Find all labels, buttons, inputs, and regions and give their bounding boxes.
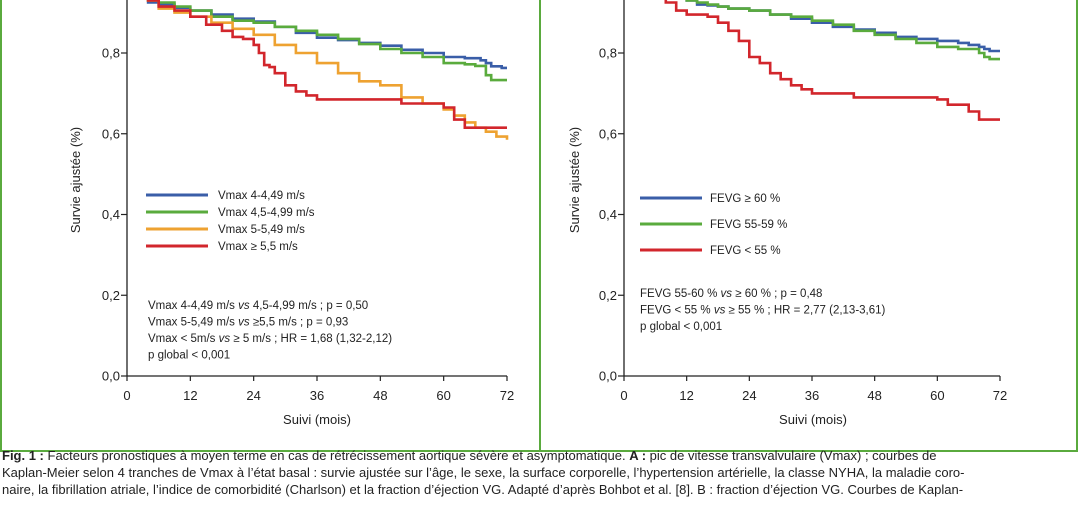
panel-b-annotation-line: FEVG 55-60 % vs ≥ 60 % ; p = 0,48 xyxy=(640,288,822,300)
panel-a-y-tick-label: 0,4 xyxy=(102,207,120,222)
panel-frames xyxy=(0,0,1078,452)
caption-fig-label: Fig. 1 : xyxy=(2,448,48,463)
panel-a-x-tick-label: 24 xyxy=(246,388,260,403)
panel-b-annotation-vs: vs xyxy=(721,288,733,300)
panel-b-y-tick-label: 0,2 xyxy=(599,288,617,303)
panel-b-x-tick-label: 60 xyxy=(930,388,944,403)
panel-b-x-tick-label: 0 xyxy=(620,388,627,403)
panel-a-legend-label: Vmax 4-4,49 m/s xyxy=(218,190,305,202)
panel-a-annotation-rest: 4,5-4,99 m/s ; p = 0,50 xyxy=(250,300,369,312)
panel-a-annotation-line: Vmax 4-4,49 m/s vs 4,5-4,99 m/s ; p = 0,… xyxy=(148,300,368,312)
panel-b-y-tick-label: 0,0 xyxy=(599,369,617,384)
panel-b-xlabel: Suivi (mois) xyxy=(779,412,847,427)
panel-a-xlabel: Suivi (mois) xyxy=(283,412,351,427)
panel-a-annotation-text: Vmax < 5m/s xyxy=(148,333,219,345)
panel-b-legend: FEVG ≥ 60 % FEVG 55-59 % FEVG < 55 % xyxy=(640,193,787,257)
panel-a-x-tick-label: 0 xyxy=(123,388,130,403)
panel-a-annotation-vs: vs xyxy=(219,333,231,345)
panel-b-annotation-text: FEVG < 55 % xyxy=(640,305,714,317)
panel-a-annotation-line: Vmax < 5m/s vs ≥ 5 m/s ; HR = 1,68 (1,32… xyxy=(148,333,392,345)
panel-b-curves xyxy=(664,0,1000,121)
panel-a-annotation-text: p global < 0,001 xyxy=(148,350,230,362)
panel-a-annotation-vs: vs xyxy=(238,300,250,312)
panel-b-annotation-rest: ≥ 60 % ; p = 0,48 xyxy=(732,288,822,300)
panel-a-annotations: Vmax 4-4,49 m/s vs 4,5-4,99 m/s ; p = 0,… xyxy=(148,300,392,362)
panel-b-annotation-text: FEVG 55-60 % xyxy=(640,288,721,300)
panel-a-annotation-line: p global < 0,001 xyxy=(148,350,230,362)
panel-b-x-tick-label: 48 xyxy=(867,388,881,403)
panel-b-y-tick-label: 0,8 xyxy=(599,46,617,61)
panel-a-curve-2 xyxy=(146,0,507,82)
figure-caption: Fig. 1 : Facteurs pronostiques à moyen t… xyxy=(0,447,1078,516)
caption-line-1: Fig. 1 : Facteurs pronostiques à moyen t… xyxy=(0,447,1078,464)
panel-b-annotation-line: p global < 0,001 xyxy=(640,321,722,333)
panel-b-y-tick-label: 0,6 xyxy=(599,126,617,141)
panel-b-annotation-vs: vs xyxy=(714,305,726,317)
panel-b-curve-2 xyxy=(685,0,1000,61)
panel-b-curve-3 xyxy=(664,0,1000,121)
panel-a-annotation-text: Vmax 4-4,49 m/s xyxy=(148,300,238,312)
panel-b-x-tick-label: 72 xyxy=(993,388,1007,403)
panel-a-y-tick-label: 0,6 xyxy=(102,126,120,141)
panel-b-ylabel: Survie ajustée (%) xyxy=(567,127,582,233)
panel-a-annotation-rest: ≥ 5 m/s ; HR = 1,68 (1,32-2,12) xyxy=(230,333,392,345)
panel-a-ylabel: Survie ajustée (%) xyxy=(68,127,83,233)
panel-a-x-tick-label: 48 xyxy=(373,388,387,403)
panel-a-chart: 0 12 24 36 48 60 72 0,0 0,2 0,4 0,6 0,8 Survie ajus… xyxy=(68,0,514,427)
panel-a-x-tick-label: 60 xyxy=(436,388,450,403)
panel-a-y-tick-label: 0,0 xyxy=(102,369,120,384)
panel-a-y-tick-label: 0,2 xyxy=(102,288,120,303)
panel-a-curves xyxy=(146,0,509,140)
panel-b-annotations: FEVG 55-60 % vs ≥ 60 % ; p = 0,48 FEVG < … xyxy=(640,288,886,333)
panel-a-annotation-rest: ≥5,5 m/s ; p = 0,93 xyxy=(250,317,349,329)
panel-a-annotation-text: Vmax 5-5,49 m/s xyxy=(148,317,238,329)
panel-b-y-tick-label: 0,4 xyxy=(599,207,617,222)
panel-a-x-tick-label: 12 xyxy=(183,388,197,403)
panel-a-legend-label: Vmax ≥ 5,5 m/s xyxy=(218,241,298,253)
panel-a-legend-label: Vmax 5-5,49 m/s xyxy=(218,224,305,236)
caption-line-3: naire, la fibrillation atriale, l’indice… xyxy=(2,482,964,497)
panel-b-chart: 0 12 24 36 48 60 72 0,0 0,2 0,4 0,6 0,8 Survie ajus… xyxy=(567,0,1007,427)
panel-b-legend-label: FEVG ≥ 60 % xyxy=(710,193,780,205)
panel-a-annotation-line: Vmax 5-5,49 m/s vs ≥5,5 m/s ; p = 0,93 xyxy=(148,317,348,329)
panel-a-annotation-vs: vs xyxy=(238,317,250,329)
panel-a-y-tick-label: 0,8 xyxy=(102,46,120,61)
panel-b-x-tick-label: 12 xyxy=(679,388,693,403)
panel-a-curve-4 xyxy=(146,0,507,129)
caption-line-1-rest: pic de vitesse transvalvulaire (Vmax) ; … xyxy=(646,448,937,463)
caption-line-1-text: Facteurs pronostiques à moyen terme en c… xyxy=(47,448,630,463)
panel-a-legend: Vmax 4-4,49 m/s Vmax 4,5-4,99 m/s Vmax 5-5… xyxy=(146,190,315,253)
panel-b-annotation-rest: ≥ 55 % ; HR = 2,77 (2,13-3,61) xyxy=(725,305,885,317)
panel-a-x-tick-label: 36 xyxy=(310,388,324,403)
panel-b-axes: 0 12 24 36 48 60 72 0,0 0,2 0,4 0,6 0,8 xyxy=(599,0,1007,403)
panel-b-legend-label: FEVG < 55 % xyxy=(710,245,781,257)
caption-line-2: Kaplan-Meier selon 4 tranches de Vmax à … xyxy=(2,465,965,480)
panel-b-legend-label: FEVG 55-59 % xyxy=(710,219,787,231)
panel-a-x-tick-label: 72 xyxy=(500,388,514,403)
caption-panel-a-label: A : xyxy=(629,448,647,463)
panel-b-annotation-text: p global < 0,001 xyxy=(640,321,722,333)
panel-a-axes: 0 12 24 36 48 60 72 0,0 0,2 0,4 0,6 0,8 xyxy=(102,0,514,403)
panel-b-x-tick-label: 36 xyxy=(805,388,819,403)
panel-b-x-tick-label: 24 xyxy=(742,388,756,403)
panel-b-annotation-line: FEVG < 55 % vs ≥ 55 % ; HR = 2,77 (2,13-… xyxy=(640,305,886,317)
panel-a-legend-label: Vmax 4,5-4,99 m/s xyxy=(218,207,315,219)
